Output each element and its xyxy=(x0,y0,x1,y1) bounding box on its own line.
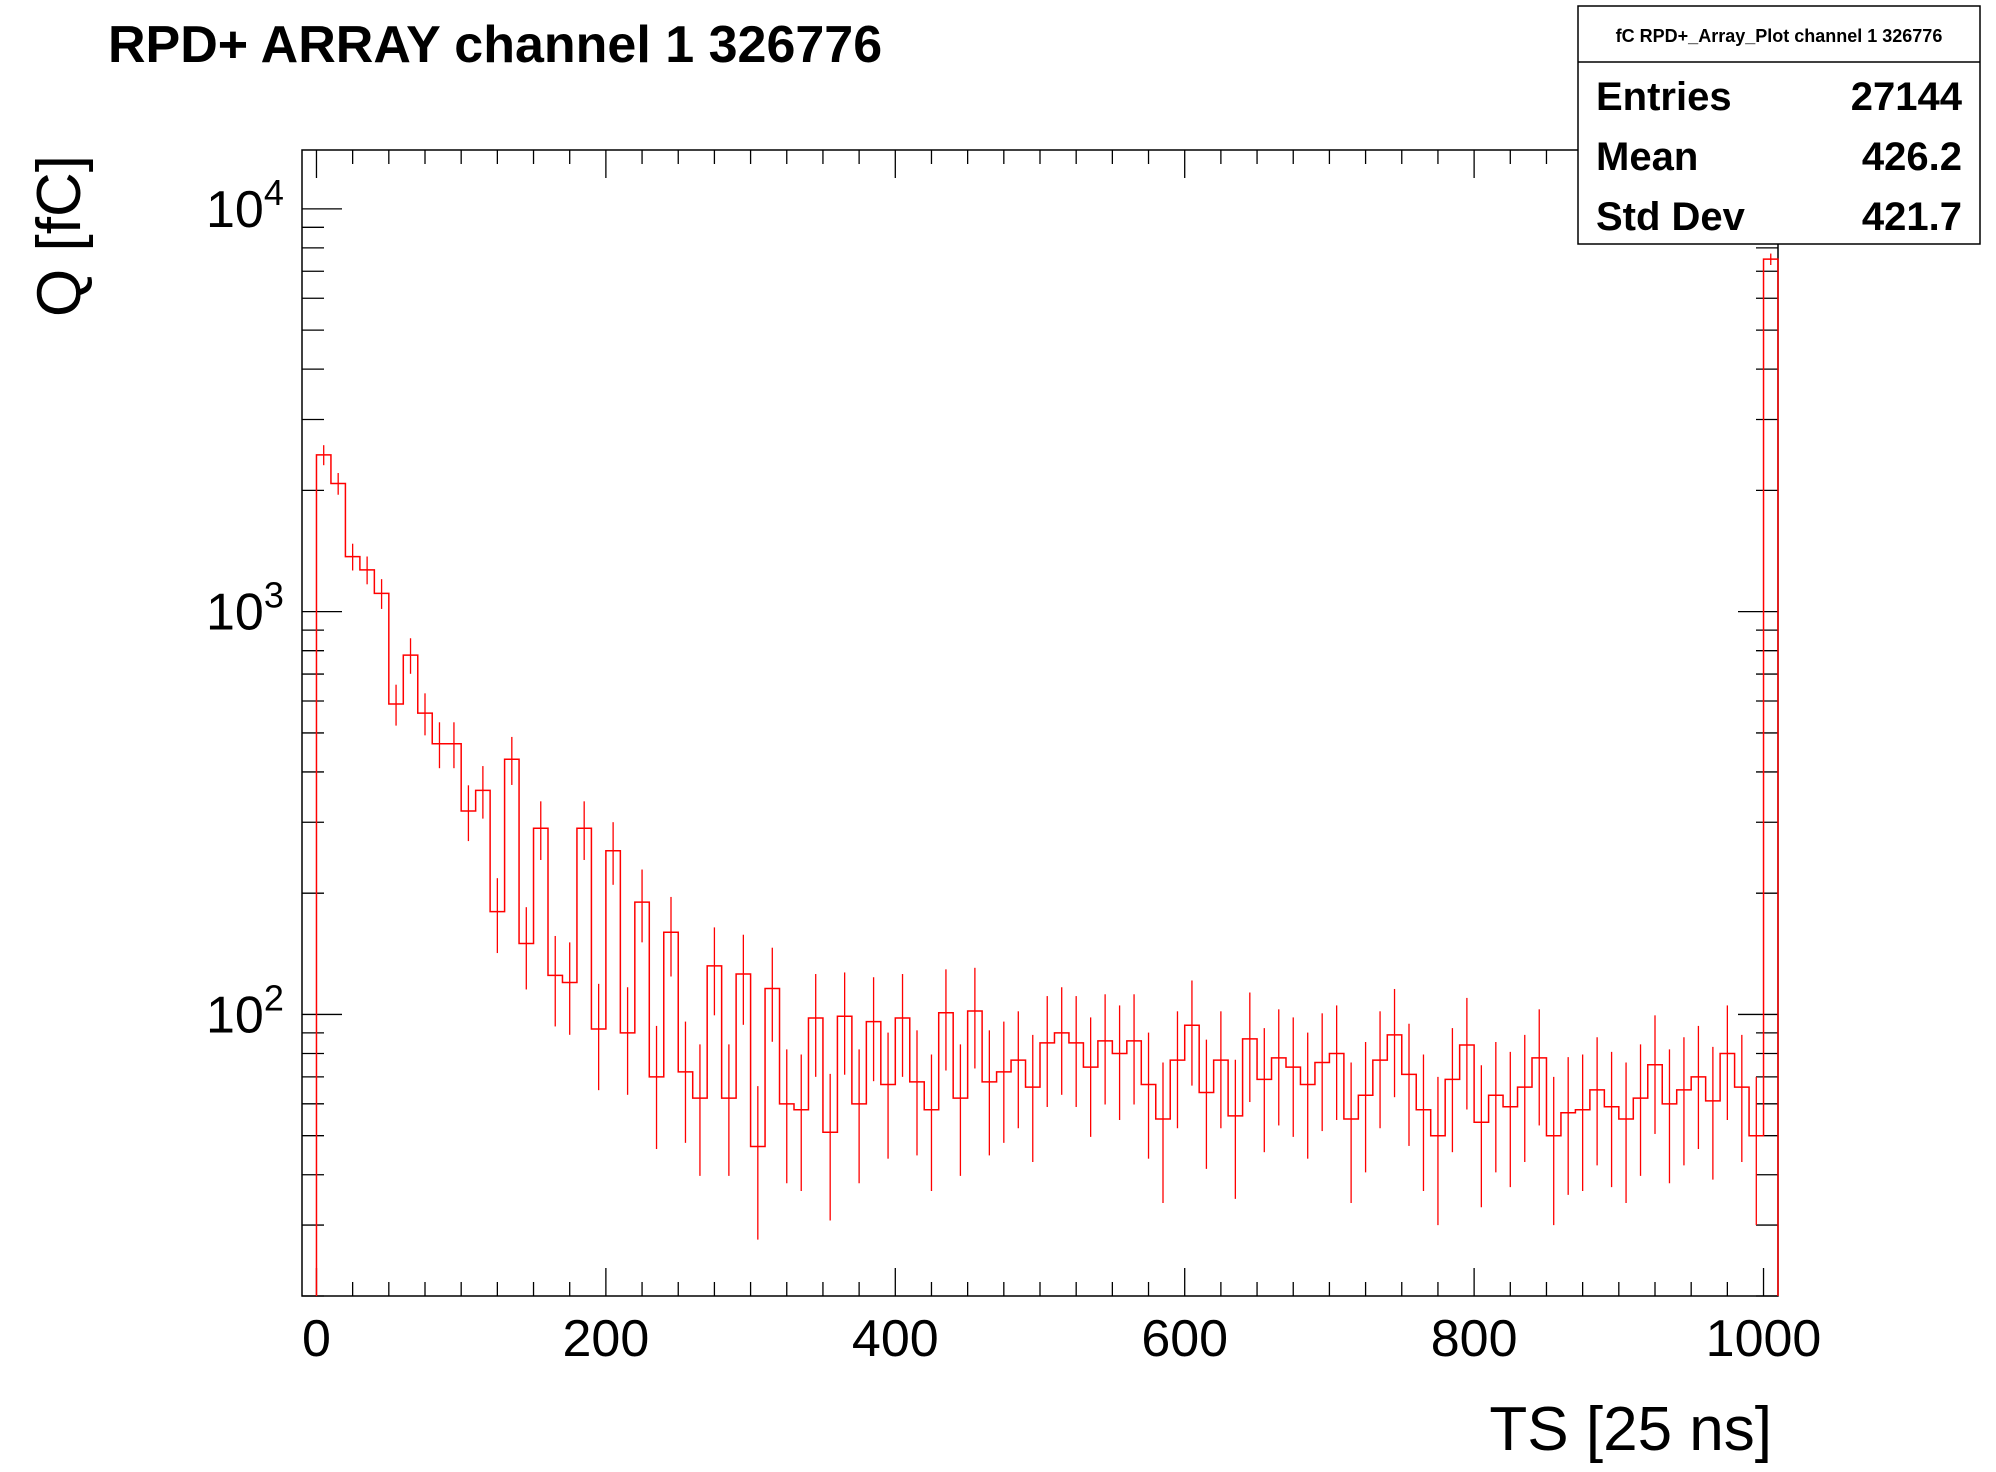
x-tick-label: 0 xyxy=(302,1310,331,1368)
y-axis-label: Q [fC] xyxy=(25,155,94,317)
y-tick-label: 104 xyxy=(206,172,284,239)
x-tick-label: 200 xyxy=(562,1310,649,1368)
stats-entries-value: 27144 xyxy=(1851,75,1963,119)
stats-entries-label: Entries xyxy=(1596,75,1732,119)
x-tick-label: 400 xyxy=(852,1310,939,1368)
stats-mean-value: 426.2 xyxy=(1862,135,1962,179)
y-tick-label: 103 xyxy=(206,575,284,642)
stats-stddev-label: Std Dev xyxy=(1596,195,1746,239)
x-tick-label: 600 xyxy=(1141,1310,1228,1368)
stats-box: fC RPD+_Array_Plot channel 1 326776 Entr… xyxy=(1577,5,1981,245)
x-axis: 0 200 400 600 800 1000 xyxy=(302,150,1821,1368)
stats-stddev-value: 421.7 xyxy=(1862,195,1962,239)
plot-frame xyxy=(301,149,1779,1297)
stats-mean-label: Mean xyxy=(1596,135,1698,179)
histogram-line xyxy=(315,258,1779,1296)
x-tick-label: 800 xyxy=(1431,1310,1518,1368)
stats-box-frame xyxy=(1577,5,1981,245)
stats-box-title: fC RPD+_Array_Plot channel 1 326776 xyxy=(1616,26,1943,46)
x-axis-label: TS [25 ns] xyxy=(1489,1395,1772,1464)
x-tick-label: 1000 xyxy=(1706,1310,1822,1368)
y-tick-label: 102 xyxy=(206,977,284,1044)
chart-title: RPD+ ARRAY channel 1 326776 xyxy=(108,16,882,74)
error-bars xyxy=(323,253,1772,1240)
y-axis: 102 103 104 xyxy=(206,172,1778,1297)
